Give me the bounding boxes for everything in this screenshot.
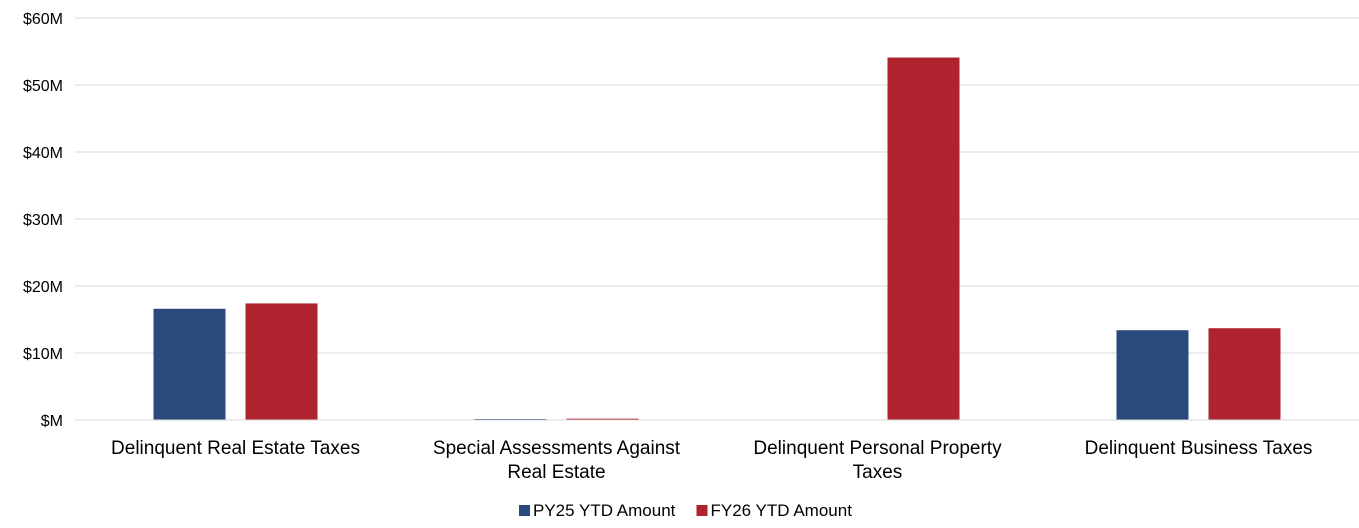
bars bbox=[153, 57, 1281, 420]
y-tick-label: $M bbox=[41, 413, 63, 430]
bar-fy26-ytd-amount-3 bbox=[1208, 328, 1281, 420]
y-tick-label: $50M bbox=[23, 78, 63, 95]
y-tick-label: $40M bbox=[23, 145, 63, 162]
x-category-label: Delinquent Business Taxes bbox=[1085, 438, 1313, 459]
legend-item: FY26 YTD Amount bbox=[696, 501, 853, 520]
bar-fy26-ytd-amount-0 bbox=[245, 303, 318, 420]
legend: PY25 YTD Amount FY26 YTD Amount bbox=[519, 501, 852, 520]
bar-fy26-ytd-amount-2 bbox=[887, 57, 960, 420]
y-tick-label: $30M bbox=[23, 212, 63, 229]
legend-label: FY26 YTD Amount bbox=[711, 501, 853, 520]
x-category-label: Delinquent Real Estate Taxes bbox=[111, 438, 360, 459]
x-category-label: Delinquent Personal Property Taxes bbox=[753, 438, 1002, 483]
legend-item: PY25 YTD Amount bbox=[519, 501, 676, 520]
legend-label: PY25 YTD Amount bbox=[533, 501, 676, 520]
bar-py25-ytd-amount-0 bbox=[153, 308, 226, 420]
gridlines bbox=[75, 17, 1359, 354]
y-axis-tick-labels: $M $10M $20M $30M $40M $50M $60M bbox=[23, 11, 63, 430]
bar-py25-ytd-amount-3 bbox=[1116, 330, 1189, 420]
y-tick-label: $10M bbox=[23, 346, 63, 363]
x-category-label: Special Assessments Against Real Estate bbox=[433, 438, 681, 483]
bar-fy26-ytd-amount-1 bbox=[566, 418, 639, 420]
legend-swatch bbox=[696, 505, 708, 516]
y-tick-label: $60M bbox=[23, 11, 63, 28]
x-axis-category-labels: Delinquent Real Estate Taxes Special Asse… bbox=[111, 438, 1312, 483]
y-tick-label: $20M bbox=[23, 279, 63, 296]
legend-swatch bbox=[519, 505, 530, 516]
